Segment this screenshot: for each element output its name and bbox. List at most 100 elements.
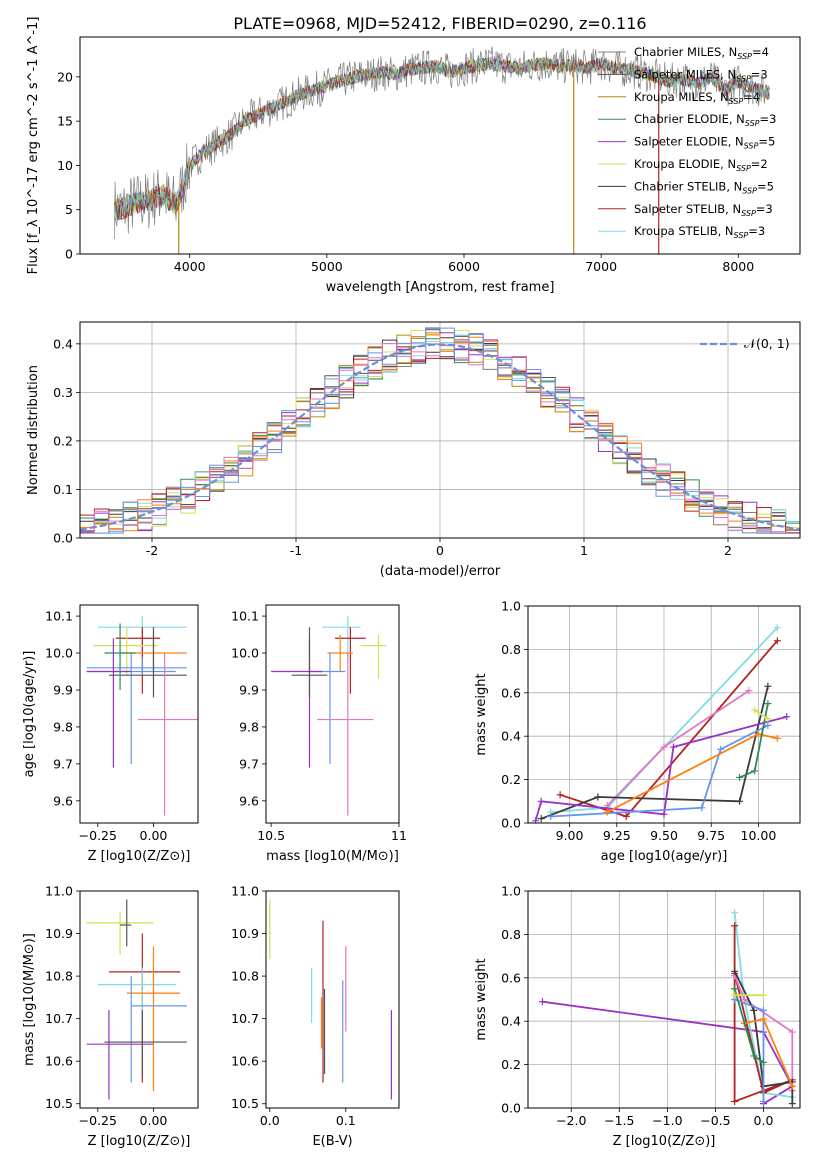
x-tick-label: 0.00 xyxy=(140,828,168,843)
plus-marker xyxy=(773,624,781,632)
error-bar-point xyxy=(130,976,187,1083)
error-bar-point xyxy=(360,634,387,679)
x-axis-label: Z [log10(Z/Z⊙)] xyxy=(88,849,191,864)
error-bar-point xyxy=(86,1010,154,1100)
y-tick-label: 0.2 xyxy=(501,1057,521,1072)
plus-marker xyxy=(759,1058,767,1066)
y-tick-label: 10.6 xyxy=(231,1054,259,1069)
plus-marker xyxy=(547,812,555,820)
x-tick-label: 1 xyxy=(580,543,588,558)
y-tick-label: 10.9 xyxy=(231,926,259,941)
axes-frame xyxy=(527,605,801,824)
plus-marker xyxy=(764,715,772,723)
legend-label: 𝒩(0, 1) xyxy=(744,336,790,351)
legend-label: Kroupa MILES, NSSP=4 xyxy=(634,90,760,106)
y-tick-label: 1.0 xyxy=(501,599,521,614)
plus-marker xyxy=(594,793,602,801)
x-tick-label: −2.0 xyxy=(556,1113,586,1128)
panel-mass-vs-z: −0.25 0.00 10.5 10.6 10.7 10.8 10.9 11.0 Z [log1… xyxy=(22,884,199,1149)
plus-marker xyxy=(556,791,564,799)
weight-series xyxy=(547,721,772,820)
series-line xyxy=(733,975,794,1091)
legend-label: Chabrier ELODIE, NSSP=3 xyxy=(634,112,776,128)
x-axis-label: mass [log10(M/M⊙)] xyxy=(266,849,399,864)
error-bar-point xyxy=(327,634,353,672)
plus-marker xyxy=(717,745,725,753)
y-tick-label: 0.0 xyxy=(501,816,521,831)
x-tick-label: −0.25 xyxy=(79,1113,117,1128)
error-bar-point xyxy=(271,638,323,768)
axes-frame xyxy=(79,36,801,255)
plus-marker xyxy=(759,1097,767,1105)
plus-marker xyxy=(788,1100,796,1108)
y-tick-label: 9.8 xyxy=(239,719,259,734)
axes-frame xyxy=(527,890,801,1109)
y-tick-label: 0.8 xyxy=(501,642,521,657)
y-axis-label: Normed distribution xyxy=(26,365,41,495)
x-tick-label: 9.75 xyxy=(697,828,725,843)
error-bar-point xyxy=(86,656,187,676)
y-tick-label: 10.8 xyxy=(231,969,259,984)
y-tick-label: 10.0 xyxy=(231,646,259,661)
plus-marker xyxy=(698,804,706,812)
plus-marker xyxy=(731,922,739,930)
error-bar-point xyxy=(104,1010,187,1074)
weight-series xyxy=(537,682,772,823)
plus-marker xyxy=(759,991,767,999)
plus-marker xyxy=(750,1052,758,1060)
y-tick-label: 10.0 xyxy=(45,646,73,661)
x-tick-label: 10.00 xyxy=(741,828,777,843)
y-tick-label: 10.7 xyxy=(231,1011,259,1026)
series-line xyxy=(550,724,769,818)
y-axis-label: mass [log10(M/M⊙)] xyxy=(22,933,37,1066)
panel-mass-vs-ebv: 0.0 0.1 10.5 10.6 10.7 10.8 10.9 11.0 E(B-V) xyxy=(231,884,400,1149)
weight-series xyxy=(603,687,753,810)
y-tick-label: 10.1 xyxy=(231,609,259,624)
weight-series xyxy=(731,996,767,1105)
y-axis-label: Flux [f_λ 10^-17 erg cm^-2 s^-1 A^-1] xyxy=(26,17,41,275)
legend-label: Chabrier STELIB, NSSP=5 xyxy=(634,179,774,195)
error-bar-point xyxy=(126,946,181,1091)
panel-residual-histogram: -2 -1 0 1 2 0.0 0.1 0.2 0.3 0.4 (data-model)/error… xyxy=(26,321,801,579)
y-tick-label: 10.7 xyxy=(45,1011,73,1026)
x-axis-label: Z [log10(Z/Z⊙)] xyxy=(613,1134,716,1149)
legend-label: Kroupa STELIB, NSSP=3 xyxy=(634,224,765,240)
panel-age-vs-mass: 10.5 11 9.6 9.7 9.8 9.9 10.0 10.1 mass [log10(M/… xyxy=(231,604,407,864)
x-tick-label: 4000 xyxy=(174,259,206,274)
y-tick-label: 0.2 xyxy=(501,772,521,787)
y-tick-label: 11.0 xyxy=(45,884,73,899)
x-tick-label: 9.00 xyxy=(556,828,584,843)
y-tick-label: 9.7 xyxy=(239,756,259,771)
axes-frame xyxy=(265,890,400,1109)
y-tick-label: 1.0 xyxy=(501,884,521,899)
error-bar-point xyxy=(86,638,132,768)
weight-series xyxy=(556,637,781,820)
legend-label: Chabrier MILES, NSSP=4 xyxy=(634,45,769,61)
y-tick-label: 0.6 xyxy=(501,970,521,985)
panel-age-vs-z: −0.25 0.00 9.6 9.7 9.8 9.9 10.0 10.1 Z [log10(Z/… xyxy=(22,604,199,864)
plus-marker xyxy=(538,998,546,1006)
plus-marker xyxy=(764,721,772,729)
x-tick-label: 9.50 xyxy=(650,828,678,843)
weight-series xyxy=(731,985,767,1066)
error-bar-point xyxy=(86,653,176,764)
plus-marker xyxy=(731,985,739,993)
series-line xyxy=(754,709,769,720)
plus-marker xyxy=(751,706,759,714)
plus-marker xyxy=(731,991,739,999)
weight-series xyxy=(532,713,791,823)
series-line xyxy=(606,689,750,807)
plus-marker xyxy=(660,810,668,818)
plus-marker xyxy=(773,637,781,645)
y-tick-label: 9.6 xyxy=(53,793,73,808)
series-line xyxy=(733,912,793,1099)
y-tick-label: 9.7 xyxy=(53,756,73,771)
y-tick-label: 15 xyxy=(57,114,73,129)
plus-marker xyxy=(740,996,748,1003)
x-tick-label: 6000 xyxy=(448,259,480,274)
y-tick-label: 20 xyxy=(57,69,73,84)
histogram-step xyxy=(80,327,800,538)
x-tick-label: 2 xyxy=(724,543,732,558)
plus-marker xyxy=(669,743,677,751)
